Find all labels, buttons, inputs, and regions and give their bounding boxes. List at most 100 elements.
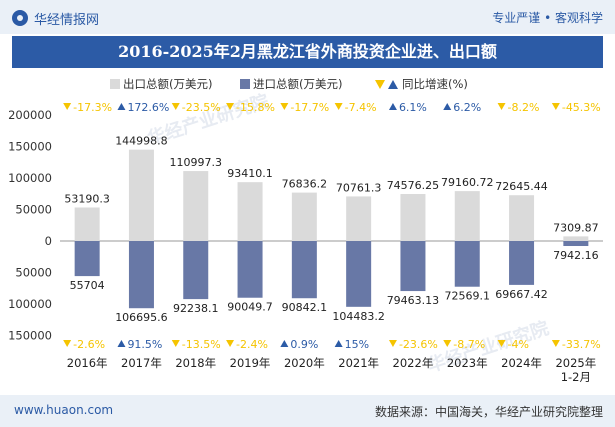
import-bar: [183, 241, 209, 300]
legend-label-growth: 同比增速(%): [402, 77, 468, 91]
y-tick-label: 0: [45, 234, 52, 248]
x-tick-label: 2025年 1-2月: [555, 356, 596, 384]
export-growth-label-arrow: [171, 103, 180, 110]
import-growth-label-arrow: [551, 340, 560, 347]
legend-swatch-export: [110, 79, 120, 89]
import-growth-label-arrow: [280, 340, 289, 347]
export-growth-label: 172.6%: [127, 101, 169, 114]
import-growth-label: 15%: [345, 338, 369, 351]
export-bar: [346, 196, 372, 241]
legend-label-import: 进口总额(万美元): [253, 77, 342, 91]
title-bar: 2016-2025年2月黑龙江省外商投资企业进、出口额: [12, 36, 603, 68]
export-value-label: 76836.2: [282, 178, 328, 191]
export-growth-label-arrow: [63, 103, 72, 110]
export-growth-label-arrow: [226, 103, 235, 110]
top-bar: 华经情报网 专业严谨 • 客观科学: [0, 0, 615, 34]
x-tick-label: 2020年: [284, 356, 325, 370]
export-value-label: 93410.1: [227, 167, 273, 180]
import-value-label: 104483.2: [332, 310, 385, 323]
import-bar: [291, 241, 317, 299]
import-bar: [509, 241, 535, 285]
export-growth-label-arrow: [334, 103, 343, 110]
legend-marker-down: [375, 80, 385, 89]
export-value-label: 72645.44: [495, 180, 548, 193]
export-bar: [237, 182, 263, 241]
import-growth-label-arrow: [497, 340, 506, 347]
export-bar: [128, 149, 154, 241]
export-bar: [400, 194, 426, 241]
export-value-label: 79160.72: [441, 176, 494, 189]
import-bar: [454, 241, 480, 287]
x-tick-label: 2016年: [67, 356, 108, 370]
logo-icon: [12, 10, 28, 26]
export-bar: [183, 171, 209, 241]
import-growth-label: -2.4%: [236, 338, 268, 351]
export-growth-label: -17.7%: [290, 101, 329, 114]
export-bar: [563, 236, 589, 241]
legend-label-export: 出口总额(万美元): [123, 77, 212, 91]
legend-marker-up: [388, 80, 398, 89]
export-bar: [291, 192, 317, 241]
x-tick-label: 2022年: [393, 356, 434, 370]
x-tick-label: 2017年: [121, 356, 162, 370]
export-growth-label-arrow: [443, 103, 452, 110]
import-growth-label-arrow: [334, 340, 343, 347]
export-bar: [74, 207, 100, 241]
export-growth-label-arrow: [280, 103, 289, 110]
import-bar: [128, 241, 154, 309]
export-value-label: 7309.87: [553, 221, 599, 234]
x-tick-label: 2019年: [230, 356, 271, 370]
y-tick-label: 150000: [8, 329, 52, 343]
export-growth-label-arrow: [117, 103, 126, 110]
import-growth-label: -8.7%: [453, 338, 485, 351]
export-growth-label: -15.8%: [236, 101, 275, 114]
export-growth-label: -45.3%: [562, 101, 601, 114]
import-bar: [74, 241, 100, 277]
export-growth-label-arrow: [388, 103, 397, 110]
import-bar: [400, 241, 426, 292]
import-growth-label: 91.5%: [127, 338, 162, 351]
import-growth-label: -13.5%: [182, 338, 221, 351]
export-growth-label: -8.2%: [508, 101, 540, 114]
y-tick-label: 50000: [15, 203, 52, 217]
import-bar: [563, 241, 589, 247]
legend-swatch-import: [240, 79, 250, 89]
x-tick-label: 2021年: [338, 356, 379, 370]
export-value-label: 74576.25: [387, 179, 440, 192]
y-tick-label: 50000: [15, 266, 52, 280]
import-growth-label-arrow: [117, 340, 126, 347]
import-growth-label-arrow: [388, 340, 397, 347]
brand-name: 华经情报网: [34, 13, 100, 28]
footer: www.huaon.com 数据来源：中国海关，华经产业研究院整理: [0, 395, 615, 427]
export-growth-label-arrow: [551, 103, 560, 110]
import-value-label: 55704: [70, 279, 105, 292]
export-growth-label: -7.4%: [345, 101, 377, 114]
import-growth-label: -23.6%: [399, 338, 438, 351]
y-tick-label: 100000: [8, 297, 52, 311]
import-growth-label: -33.7%: [562, 338, 601, 351]
import-growth-label-arrow: [63, 340, 72, 347]
export-growth-label: -23.5%: [182, 101, 221, 114]
data-source: 数据来源：中国海关，华经产业研究院整理: [374, 405, 603, 419]
x-tick-label: 2024年: [501, 356, 542, 370]
import-growth-label: -2.6%: [73, 338, 105, 351]
import-growth-label-arrow: [226, 340, 235, 347]
website-url: www.huaon.com: [14, 403, 114, 417]
import-value-label: 7942.16: [553, 249, 599, 262]
export-growth-label: 6.1%: [399, 101, 427, 114]
export-growth-label: -17.3%: [73, 101, 112, 114]
import-value-label: 79463.13: [387, 294, 440, 307]
export-value-label: 110997.3: [170, 156, 223, 169]
import-value-label: 69667.42: [495, 288, 548, 301]
import-value-label: 92238.1: [173, 302, 219, 315]
import-growth-label: 0.9%: [290, 338, 318, 351]
import-bar: [346, 241, 372, 307]
import-value-label: 72569.1: [445, 290, 491, 303]
import-bar: [237, 241, 263, 298]
export-value-label: 144998.8: [115, 135, 168, 148]
import-value-label: 106695.6: [115, 311, 168, 324]
import-growth-label-arrow: [443, 340, 452, 347]
import-growth-label-arrow: [171, 340, 180, 347]
export-value-label: 53190.3: [64, 192, 110, 205]
